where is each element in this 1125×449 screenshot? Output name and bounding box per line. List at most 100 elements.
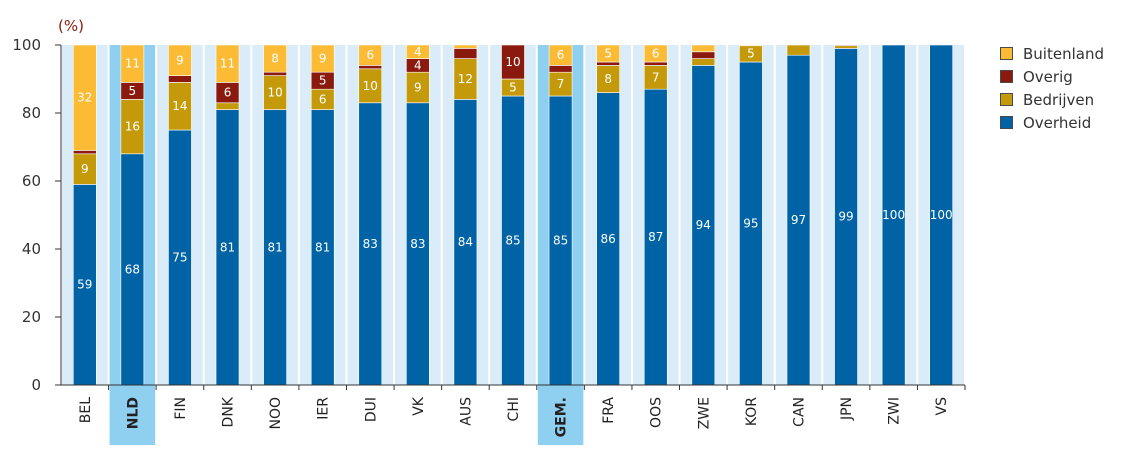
data-label-buitenland-dnk: 11 [220,57,235,71]
x-tick-label-chi: CHI [506,397,522,421]
bar-segment-buitenland-bel [72,44,97,151]
x-tick-label-aus: AUS [458,397,474,426]
bar-segment-overig-zwe [691,51,716,59]
data-label-bedrijven-vk: 9 [414,81,422,95]
legend-item-overig: Overig [1000,65,1104,88]
data-label-buitenland-noo: 8 [271,52,279,66]
bar-segment-overig-chi [501,44,525,80]
y-tick-label-60: 60 [22,172,41,190]
bar-segment-buitenland-fra [596,44,620,63]
legend-item-overheid: Overheid [1000,111,1104,134]
bar-segment-buitenland-vk [406,44,430,59]
data-label-bedrijven-bel: 9 [81,162,89,176]
bar-segment-buitenland-aus [453,44,478,49]
bar-segment-bedrijven-dnk [215,102,240,110]
data-label-overheid-bel: 59 [77,278,92,292]
legend-swatch-buitenland [1000,47,1013,60]
bar-segment-buitenland-gem [548,44,573,66]
data-label-buitenland-dui: 6 [366,48,374,62]
data-label-overheid-ier: 81 [315,240,330,254]
legend-item-buitenland: Buitenland [1000,42,1104,65]
bar-segment-buitenland-noo [263,44,287,73]
data-label-overheid-chi: 85 [505,234,520,248]
x-tick-label-ier: IER [316,397,332,420]
data-label-bedrijven-fra: 8 [604,72,612,86]
x-tick-label-gem: GEM. [554,397,570,437]
x-tick-label-can: CAN [791,397,807,427]
data-label-overheid-dui: 83 [363,237,378,251]
bar-segment-overig-gem [548,65,573,73]
bar-segment-overig-aus [453,48,478,59]
data-label-bedrijven-fin: 14 [172,99,187,113]
bar-segment-buitenland-dui [358,44,383,66]
legend-label-overig: Overig [1023,67,1073,86]
data-label-bedrijven-ier: 6 [319,92,327,106]
x-tick-label-fra: FRA [601,397,617,424]
data-label-buitenland-fra: 5 [604,47,612,61]
bar-segment-overig-bel [72,150,97,155]
data-label-overheid-aus: 84 [458,235,473,249]
data-label-bedrijven-nld: 16 [125,120,140,134]
x-tick-label-bel: BEL [78,397,94,423]
x-tick-label-dnk: DNK [221,396,237,427]
bar-segment-overig-jpn [834,44,858,47]
data-label-buitenland-gem: 6 [557,48,565,62]
x-tick-label-oos: OOS [649,397,665,428]
data-label-bedrijven-aus: 12 [458,72,473,86]
x-tick-label-zwi: ZWI [887,397,903,425]
data-label-bedrijven-gem: 7 [557,77,565,91]
data-label-overheid-nld: 68 [125,262,140,276]
legend-swatch-overig [1000,70,1013,83]
bar-segment-overig-fin [168,75,192,83]
x-tick-label-kor: KOR [744,397,760,426]
legend-label-overheid: Overheid [1023,113,1092,132]
data-label-overheid-noo: 81 [267,240,282,254]
y-axis-title: (%) [58,17,84,35]
data-label-buitenland-oos: 6 [652,47,660,61]
bar-segment-overig-dui [358,65,383,70]
data-label-buitenland-nld: 11 [125,57,140,71]
y-tick-label-20: 20 [22,308,41,326]
bar-segment-buitenland-fin [168,44,192,76]
legend-item-bedrijven: Bedrijven [1000,88,1104,111]
data-label-overig-vk: 4 [414,58,422,72]
data-label-bedrijven-noo: 10 [267,86,282,100]
data-label-bedrijven-chi: 5 [509,81,517,95]
legend: Buitenland Overig Bedrijven Overheid [1000,42,1104,134]
data-label-overig-dnk: 6 [224,86,232,100]
legend-label-buitenland: Buitenland [1023,44,1104,63]
data-label-overheid-vk: 83 [410,237,425,251]
data-label-buitenland-fin: 9 [176,53,184,67]
legend-swatch-bedrijven [1000,93,1013,106]
bar-segment-bedrijven-zwe [691,58,716,66]
x-tick-label-dui: DUI [363,397,379,422]
x-tick-label-vk: VK [411,396,427,416]
data-label-overheid-gem: 85 [553,234,568,248]
data-label-overig-nld: 5 [129,84,137,98]
data-label-overig-chi: 10 [505,55,520,69]
data-label-overheid-jpn: 99 [838,210,853,224]
x-tick-label-nld: NLD [125,397,141,429]
data-label-buitenland-vk: 4 [414,45,422,59]
x-tick-label-vs: VS [934,397,950,416]
bar-segment-overig-oos [643,61,668,66]
data-label-overig-ier: 5 [319,74,327,88]
y-tick-label-0: 0 [31,376,41,394]
y-tick-label-80: 80 [22,104,41,122]
bar-segment-buitenland-kor [739,44,763,47]
data-label-bedrijven-oos: 7 [652,70,660,84]
bar-segment-buitenland-dnk [215,44,240,83]
data-label-overheid-fin: 75 [172,251,187,265]
y-tick-label-40: 40 [22,240,41,258]
legend-swatch-overheid [1000,116,1013,129]
data-label-overheid-can: 97 [791,213,806,227]
data-label-buitenland-ier: 9 [319,52,327,66]
data-label-buitenland-bel: 32 [77,91,92,105]
data-label-overheid-fra: 86 [601,232,616,246]
bar-segment-bedrijven-can [786,44,811,56]
data-label-overheid-zwe: 94 [696,218,711,232]
bar-segment-buitenland-oos [643,44,668,63]
x-tick-label-fin: FIN [173,397,189,420]
